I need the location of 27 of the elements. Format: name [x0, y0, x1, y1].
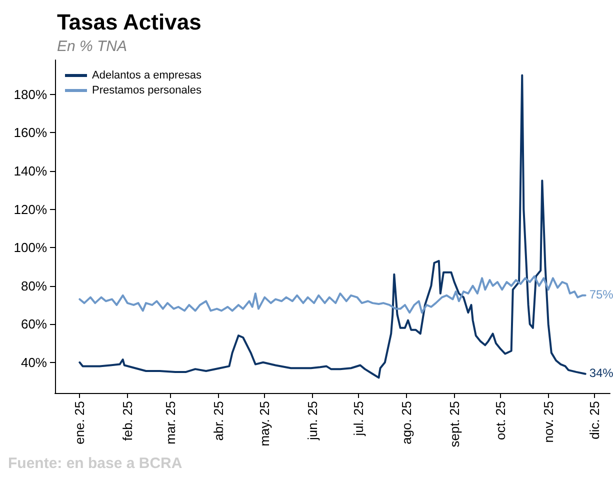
x-tick-label: ago. 25 — [399, 401, 414, 444]
legend-label: Prestamos personales — [92, 84, 202, 96]
line-series — [78, 275, 586, 314]
x-tick-label: may. 25 — [257, 401, 272, 446]
x-tick-label: ene. 25 — [72, 401, 88, 444]
y-tick-label: 160% — [14, 125, 48, 140]
annotation: 75% — [589, 287, 613, 302]
y-tick-label: 140% — [14, 164, 48, 178]
chart-subtitle: En % TNA — [57, 38, 128, 55]
y-tick-label: 40% — [20, 354, 48, 370]
x-tick-label: mar. 25 — [163, 401, 178, 444]
x-tick-label: abr. 25 — [210, 401, 226, 441]
y-tick-label: 60% — [20, 316, 48, 332]
x-tick-label: jul. 25 — [351, 401, 366, 437]
x-tick-label: sept. 25 — [446, 401, 462, 448]
annotation: 34% — [589, 366, 613, 380]
x-tick-label: nov. 25 — [540, 401, 556, 443]
x-tick-label: feb. 25 — [120, 401, 135, 441]
y-tick-label: 80% — [20, 278, 48, 294]
x-tick-label: jun. 25 — [304, 401, 320, 442]
x-tick-label: dic. 25 — [587, 401, 602, 440]
chart-title: Tasas Activas — [57, 10, 202, 34]
y-tick-label: 100% — [14, 240, 48, 256]
y-tick-label: 120% — [14, 202, 48, 217]
y-tick-label: 180% — [14, 86, 48, 102]
legend-label: Adelantos a empresas — [92, 70, 202, 82]
x-tick-label: oct. 25 — [493, 401, 508, 440]
